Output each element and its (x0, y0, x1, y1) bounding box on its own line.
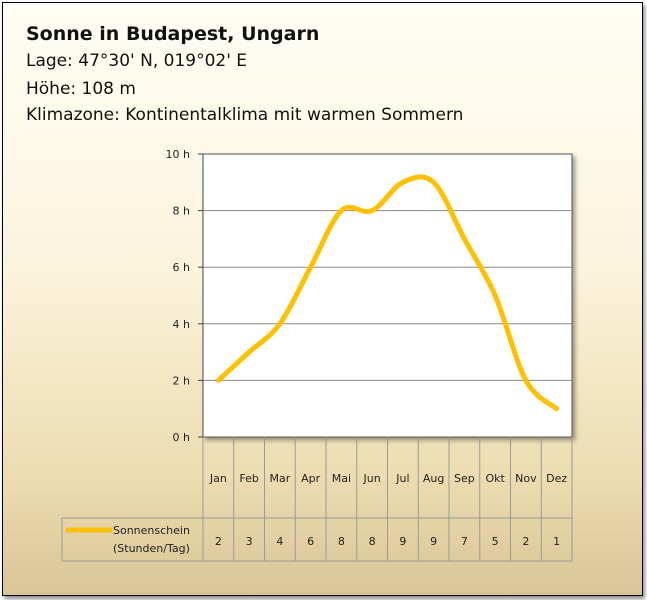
series-sonnenschein (215, 174, 560, 412)
legend: Sonnenschein (Stunden/Tag) (65, 524, 190, 555)
x-tick-label: Apr (301, 472, 321, 485)
x-tick-label: Aug (423, 472, 444, 485)
x-tick-label: Feb (239, 472, 258, 485)
elevation-line: Höhe: 108 m (26, 79, 136, 99)
table-value: 1 (553, 535, 560, 548)
x-tick-label: Mar (269, 472, 290, 485)
table-value: 2 (215, 535, 222, 548)
y-tick-label: 10 h (166, 148, 190, 161)
gridlines (203, 210, 572, 381)
x-tick-label: Sep (454, 472, 475, 485)
x-tick-label: Jul (395, 472, 409, 485)
x-tick-label: Jun (363, 472, 381, 485)
x-tick-label: Nov (515, 472, 537, 485)
table-value: 2 (522, 535, 529, 548)
chart-title: Sonne in Budapest, Ungarn (26, 23, 320, 45)
x-tick-label: Mai (332, 472, 351, 485)
x-tick-label: Dez (546, 472, 567, 485)
plot-area (202, 153, 573, 438)
location-line: Lage: 47°30' N, 019°02' E (26, 51, 248, 71)
table-value: 8 (338, 535, 345, 548)
x-tick-label: Jan (209, 472, 227, 485)
table-value: 8 (369, 535, 376, 548)
y-tick-label: 0 h (173, 431, 190, 444)
y-tick-label: 2 h (173, 374, 190, 387)
series-line (215, 174, 560, 412)
data-table: Jan 2 Feb 3 Mar 4 Apr 6 Mai 8 Jun 8 Jul 9 Aug 9 Sep 7 Okt 5… (61, 437, 573, 562)
table-value: 6 (307, 535, 314, 548)
x-tick-label: Okt (485, 472, 505, 485)
y-tick-label: 6 h (173, 261, 190, 274)
table-value: 3 (246, 535, 253, 548)
y-tick-label: 4 h (173, 318, 190, 331)
climate-zone-line: Klimazone: Kontinentalklima mit warmen S… (26, 105, 464, 125)
y-axis: 0 h 2 h 4 h 6 h 8 h 10 h (166, 148, 204, 444)
table-value: 7 (461, 535, 468, 548)
table-value: 4 (276, 535, 283, 548)
table-value: 5 (492, 535, 499, 548)
legend-series-name: Sonnenschein (113, 524, 190, 537)
y-tick-label: 8 h (173, 205, 190, 218)
legend-series-unit: (Stunden/Tag) (113, 542, 190, 555)
table-value: 9 (430, 535, 437, 548)
table-value: 9 (399, 535, 406, 548)
